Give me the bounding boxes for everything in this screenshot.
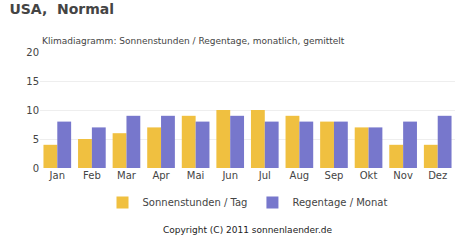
svg-text:Aug: Aug [290,170,310,181]
svg-text:Mar: Mar [117,170,137,181]
svg-text:Dez: Dez [428,170,447,181]
svg-text:Jun: Jun [221,170,238,181]
svg-text:Okt: Okt [360,170,378,181]
svg-text:Jan: Jan [49,170,65,181]
svg-text:10: 10 [26,105,39,116]
svg-text:15: 15 [26,76,39,87]
svg-text:5: 5 [33,134,39,145]
svg-text:Sonnenstunden / Tag: Sonnenstunden / Tag [143,197,248,208]
svg-text:Klimadiagramm: Sonnenstunden /: Klimadiagramm: Sonnenstunden / Regentage… [42,36,345,46]
svg-text:USA, Normal: USA, Normal [9,1,114,17]
svg-text:20: 20 [26,47,39,58]
svg-text:Nov: Nov [393,170,413,181]
svg-text:Sep: Sep [325,170,344,181]
svg-text:Jul: Jul [258,170,271,181]
svg-text:Copyright (C) 2011 sonnenlaend: Copyright (C) 2011 sonnenlaender.de [163,225,333,235]
svg-text:0: 0 [33,163,39,174]
svg-text:Regentage / Monat: Regentage / Monat [292,197,387,208]
svg-text:Mai: Mai [187,170,205,181]
svg-text:Feb: Feb [83,170,101,181]
svg-text:Apr: Apr [152,170,170,181]
